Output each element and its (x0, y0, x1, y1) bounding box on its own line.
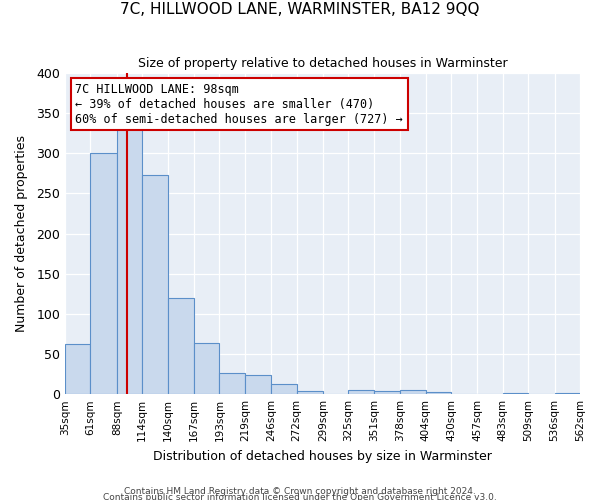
X-axis label: Distribution of detached houses by size in Warminster: Distribution of detached houses by size … (153, 450, 492, 462)
Bar (296, 391, 323, 394)
Text: Contains HM Land Registry data © Crown copyright and database right 2024.: Contains HM Land Registry data © Crown c… (124, 486, 476, 496)
Bar (65, 344, 91, 394)
Bar (271, 384, 296, 394)
Bar (374, 391, 400, 394)
Bar (167, 298, 194, 394)
Bar (220, 372, 245, 394)
Text: Contains public sector information licensed under the Open Government Licence v3: Contains public sector information licen… (103, 492, 497, 500)
Bar (142, 175, 167, 394)
Text: 7C, HILLWOOD LANE, WARMINSTER, BA12 9QQ: 7C, HILLWOOD LANE, WARMINSTER, BA12 9QQ (120, 2, 480, 18)
Bar (91, 154, 117, 394)
Bar (117, 130, 142, 394)
Bar (194, 343, 220, 394)
Text: 7C HILLWOOD LANE: 98sqm
← 39% of detached houses are smaller (470)
60% of semi-d: 7C HILLWOOD LANE: 98sqm ← 39% of detache… (76, 82, 403, 126)
Bar (349, 390, 374, 394)
Bar (245, 375, 271, 394)
Bar (425, 392, 451, 394)
Bar (554, 392, 580, 394)
Bar (400, 390, 425, 394)
Title: Size of property relative to detached houses in Warminster: Size of property relative to detached ho… (138, 58, 508, 70)
Bar (503, 392, 528, 394)
Y-axis label: Number of detached properties: Number of detached properties (15, 135, 28, 332)
